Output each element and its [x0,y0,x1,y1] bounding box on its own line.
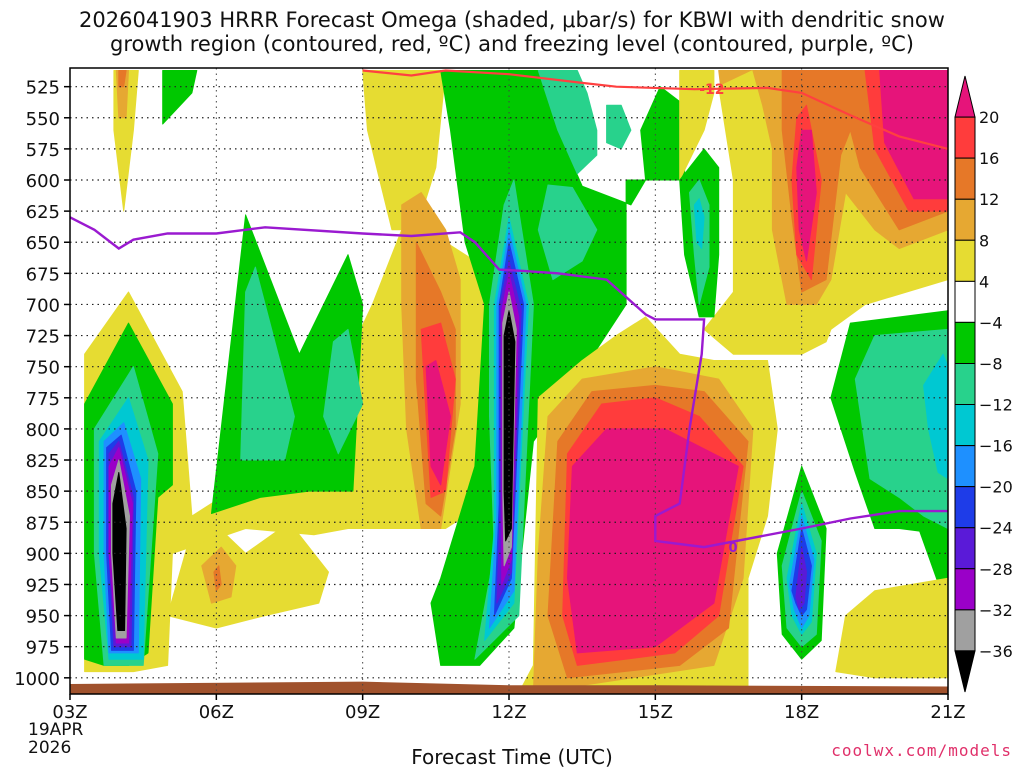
ytick-label-575: 575 [26,140,60,161]
colorbar-bin-14 [954,650,976,693]
colorbar-bin-10 [954,486,976,529]
xtick-label-18Z: 18Z [784,702,819,723]
omega-shade-indigo-64 [795,546,807,610]
colorbar-label-13: −36 [979,642,1013,661]
xtick-label-21Z: 21Z [930,702,965,723]
colorbar-label-0: 20 [979,108,999,127]
ytick-label-775: 775 [26,389,60,410]
colorbar-label-6: −8 [979,354,1003,373]
colorbar-bin-7 [954,362,976,406]
colorbar-bin-8 [954,404,976,447]
omega-shade-teal-27 [606,104,632,150]
ytick-label-900: 900 [26,544,60,565]
omega-shade-yellow-37 [679,70,715,181]
colorbar-bin-9 [954,445,976,488]
omega-shade-teal-26 [537,70,598,175]
ytick-label-950: 950 [26,607,60,628]
colorbar-bin-0 [954,75,976,118]
colorbar-label-2: 12 [979,190,999,209]
ytick-label-700: 700 [26,295,60,316]
colorbar-bin-3 [954,198,976,241]
ytick-label-825: 825 [26,451,60,472]
colorbar-bin-2 [954,157,976,200]
freezing-level-line [69,216,948,549]
ytick-label-550: 550 [26,109,60,130]
colorbar-label-10: −24 [979,519,1013,538]
ytick-label-875: 875 [26,513,60,534]
xtick-label-09Z: 09Z [345,702,380,723]
colorbar-label-4: 4 [979,272,989,291]
omega-shade-yellow-53 [835,577,948,679]
ytick-label-750: 750 [26,358,60,379]
colorbar-label-3: 8 [979,231,989,250]
colorbar-label-8: −16 [979,437,1013,456]
xtick-label-03Z: 03Z [52,702,87,723]
ytick-label-925: 925 [26,575,60,596]
colorbar-label-7: −12 [979,396,1013,415]
dgz-contour-line [362,69,949,150]
ytick-label-600: 600 [26,171,60,192]
colorbar-label-5: −4 [979,313,1003,332]
colorbar-bin-6 [954,321,976,364]
omega-shade-yellow-18 [167,521,329,629]
omega-shade-cyan-48 [693,198,705,249]
ytick-label-850: 850 [26,482,60,503]
omega-shade-magenta-24 [425,360,451,486]
date-label-year: 2026 [28,738,72,758]
ytick-label-725: 725 [26,327,60,348]
omega-shade-teal-16 [240,266,295,461]
xtick-label-06Z: 06Z [199,702,234,723]
ytick-label-625: 625 [26,202,60,223]
ytick-label-1000: 1000 [14,669,60,690]
colorbar: 20 16 12 8 4 −4 −8 −12 −16 −20 −24 −28 −32 −36 [954,75,1013,693]
ground-surface [70,681,948,694]
colorbar-bin-13 [954,609,976,652]
plot-area [70,68,948,694]
omega-shade-black-14 [112,472,127,631]
chart-title-line-1: 2026041903 HRRR Forecast Omega (shaded, … [79,8,945,32]
grid [70,68,948,694]
ytick-label-525: 525 [26,78,60,99]
colorbar-label-1: 16 [979,149,999,168]
colorbar-label-12: −32 [979,601,1013,620]
contours: -12 0 [69,69,949,556]
colorbar-bin-1 [954,116,976,159]
ytick-label-800: 800 [26,420,60,441]
xtick-label-12Z: 12Z [491,702,526,723]
axes: 525 550 575 600 625 650 675 700 725 750 775 800 825 8… [14,67,966,723]
dgz-contour-label: -12 [699,82,724,98]
ytick-label-650: 650 [26,233,60,254]
colorbar-bin-4 [954,239,976,282]
colorbar-label-9: −20 [979,478,1013,497]
colorbar-label-11: −28 [979,560,1013,579]
ytick-label-975: 975 [26,638,60,659]
freezing-level-label: 0 [729,541,738,556]
colorbar-bin-12 [954,568,976,611]
ytick-label-675: 675 [26,264,60,285]
xtick-label-15Z: 15Z [638,702,673,723]
colorbar-bin-11 [954,527,976,570]
x-axis-title: Forecast Time (UTC) [411,745,613,769]
omega-shade-green-3 [162,70,198,125]
date-label-day: 19APR [28,720,84,740]
omega-shade-teal-28 [537,184,598,281]
chart-title-line-2: growth region (contoured, red, ºC) and f… [110,32,914,56]
colorbar-bin-5 [954,280,976,323]
source-credit: coolwx.com/models [831,741,1012,760]
omega-shade-orange-2 [118,70,127,88]
